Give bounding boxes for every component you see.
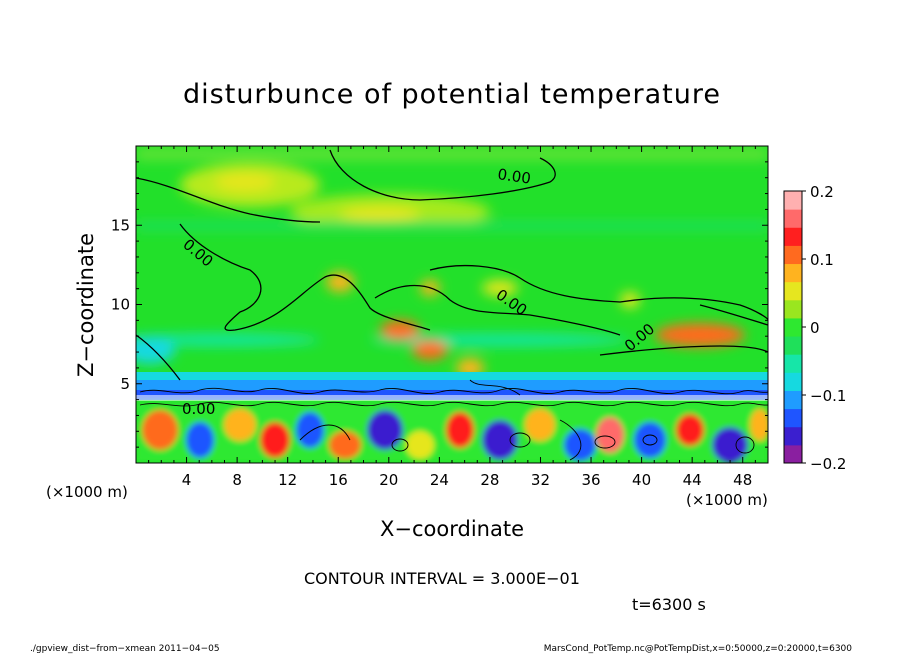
x-tick-label: 44 [683,471,702,489]
colorbar-tick-label: −0.1 [810,387,846,405]
x-tick-label: 16 [329,471,348,489]
colorbar [784,191,802,464]
colorbar-swatch [784,263,802,283]
colorbar-ticks: 0.2 0.1 0 −0.1 −0.2 [802,183,846,473]
x-tick-label: 40 [632,471,651,489]
y-tick-label: 15 [111,216,130,234]
colorbar-swatch [784,390,802,410]
y-tick-label: 10 [111,296,130,314]
x-unit-right: (×1000 m) [686,491,768,509]
y-tick-label: 5 [120,375,130,393]
contour-label: 0.00 [496,165,532,187]
x-axis-label: X−coordinate [380,517,524,541]
heatmap-field [136,146,768,463]
colorbar-swatch [784,444,802,464]
colorbar-swatch [784,209,802,228]
colorbar-swatch [784,426,802,446]
chart-title: disturbunce of potential temperature [183,79,721,110]
colorbar-swatch [784,227,802,246]
colorbar-swatch [784,191,802,210]
x-tick-label: 4 [182,471,192,489]
y-axis-label: Z−coordinate [74,233,98,377]
x-tick-label: 48 [733,471,752,489]
y-axis-ticks: 5 10 15 [111,161,768,448]
colorbar-tick-label: 0.2 [810,183,834,201]
colorbar-swatch [784,336,802,355]
footer-right: MarsCond_PotTemp.nc@PotTempDist,x=0:5000… [544,644,853,654]
colorbar-swatch [784,281,802,301]
x-tick-label: 12 [278,471,297,489]
colorbar-swatch [784,354,802,373]
time-text: t=6300 s [632,595,706,614]
x-tick-label: 28 [480,471,499,489]
colorbar-swatch [784,372,802,391]
colorbar-tick-label: 0.1 [810,251,834,269]
contour-label: 0.00 [182,400,215,418]
x-tick-label: 32 [531,471,550,489]
x-tick-label: 20 [379,471,398,489]
colorbar-swatch [784,245,802,265]
colorbar-tick-label: 0 [810,319,820,337]
colorbar-swatch [784,408,802,428]
colorbar-tick-label: −0.2 [810,455,846,473]
x-tick-label: 36 [581,471,600,489]
colorbar-swatch [784,299,802,319]
x-axis-ticks: 4 8 12 16 20 24 28 32 36 40 44 48 [148,146,756,489]
colorbar-swatch [784,317,802,337]
contour-interval-text: CONTOUR INTERVAL = 3.000E−01 [304,569,580,588]
x-unit-left: (×1000 m) [46,483,128,501]
footer-left: ./gpview_dist−from−xmean 2011−04−05 [30,644,220,654]
x-tick-label: 24 [430,471,449,489]
x-tick-label: 8 [232,471,242,489]
